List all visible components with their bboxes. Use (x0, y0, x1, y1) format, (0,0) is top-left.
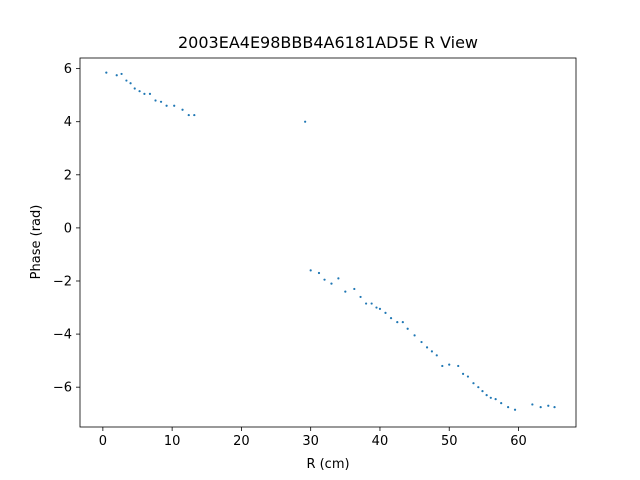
data-point (165, 104, 168, 107)
y-tick-label: −2 (53, 274, 72, 289)
data-point (375, 306, 378, 309)
data-point (370, 302, 373, 305)
data-point (396, 321, 399, 324)
data-point (384, 311, 387, 314)
x-tick-label: 10 (164, 434, 181, 449)
data-point (466, 375, 470, 378)
data-point (494, 398, 497, 401)
data-point (457, 364, 460, 368)
data-point (500, 402, 503, 405)
y-tick-label: 2 (64, 168, 72, 183)
y-axis-label: Phase (rad) (29, 205, 44, 280)
y-tick-label: 0 (64, 221, 72, 236)
y-axis-ticks: −6 −4 −2 0 2 4 6 (53, 62, 80, 396)
data-point (148, 92, 152, 95)
data-point (507, 405, 510, 409)
data-point (365, 302, 368, 305)
plot-area-frame (79, 57, 577, 428)
y-tick-label: −6 (53, 381, 72, 396)
data-point (304, 120, 307, 123)
data-point (120, 72, 123, 76)
data-point (406, 327, 409, 330)
data-point (154, 99, 157, 102)
data-point (353, 287, 356, 291)
data-point (489, 396, 492, 399)
data-point (513, 408, 517, 411)
x-axis-label: R (cm) (306, 457, 349, 472)
data-point (330, 282, 333, 285)
data-point (477, 386, 480, 389)
data-point (539, 405, 542, 409)
data-point (448, 363, 451, 366)
data-point (430, 350, 434, 353)
data-point (425, 346, 429, 349)
data-point (173, 104, 176, 107)
data-points (105, 71, 556, 411)
data-point (337, 277, 340, 280)
data-point (125, 79, 128, 82)
data-point (129, 82, 132, 85)
chart-title: 2003EA4E98BBB4A6181AD5E R View (178, 33, 478, 52)
data-point (187, 113, 190, 117)
data-point (138, 90, 141, 93)
data-point (420, 340, 423, 344)
x-tick-label: 0 (99, 434, 107, 449)
data-point (115, 74, 118, 77)
data-point (143, 92, 146, 95)
data-point (317, 271, 321, 275)
data-point (181, 108, 184, 111)
x-tick-label: 60 (510, 434, 527, 449)
data-point (401, 321, 404, 324)
data-point (378, 307, 382, 310)
data-point (481, 390, 484, 393)
x-tick-label: 30 (302, 434, 319, 449)
data-point (413, 334, 416, 337)
data-point (547, 404, 550, 407)
x-axis-ticks: 0 10 20 30 40 50 60 (99, 427, 527, 449)
y-tick-label: 4 (64, 115, 72, 130)
data-point (323, 278, 326, 281)
x-tick-label: 40 (372, 434, 389, 449)
data-point (553, 405, 556, 409)
data-point (159, 100, 163, 103)
data-point (531, 403, 534, 406)
y-tick-label: 6 (64, 62, 72, 77)
data-point (105, 71, 108, 74)
data-point (193, 113, 196, 117)
data-point (461, 372, 465, 376)
data-point (441, 364, 444, 368)
data-point (389, 317, 393, 320)
data-point (472, 382, 475, 385)
data-point (435, 354, 438, 357)
data-point (133, 87, 136, 90)
data-point (344, 290, 347, 293)
data-point (485, 394, 488, 397)
data-point (309, 269, 312, 272)
x-tick-label: 20 (233, 434, 250, 449)
data-point (359, 295, 362, 299)
x-tick-label: 50 (441, 434, 458, 449)
y-tick-label: −4 (53, 328, 72, 343)
